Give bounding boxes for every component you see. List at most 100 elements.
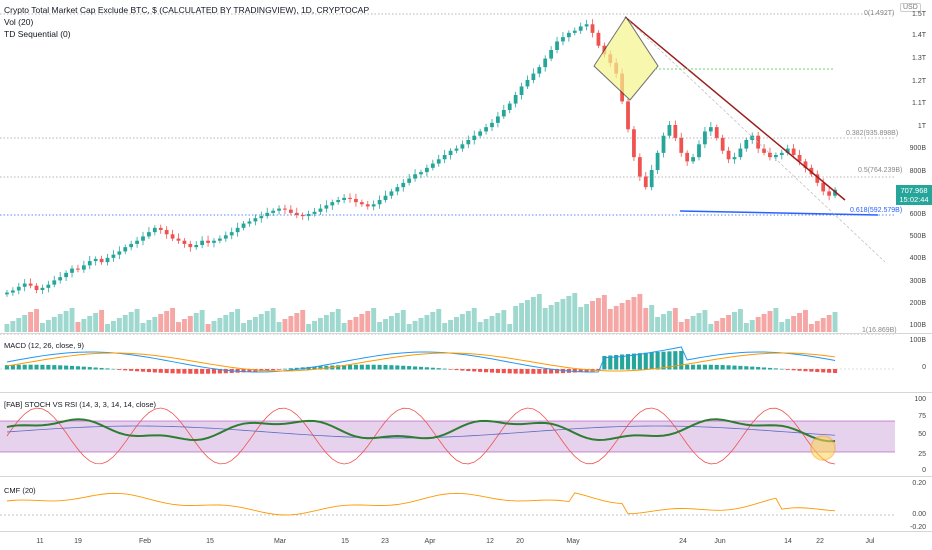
pane-separator[interactable] (0, 476, 932, 477)
volume-bar (672, 308, 678, 332)
macd-histogram-bar (649, 352, 654, 370)
macd-histogram-bar (75, 366, 81, 370)
candle-body (478, 131, 483, 136)
volume-bar (229, 312, 235, 332)
volume-bar (803, 310, 808, 332)
macd-histogram-bar (383, 365, 388, 370)
volume-bar (22, 315, 28, 332)
volume-bar (199, 310, 205, 332)
volume-bar (755, 317, 761, 332)
candle-body (519, 86, 524, 95)
macd-histogram-bar (205, 369, 211, 374)
candle-body (436, 159, 441, 164)
macd-histogram-bar (466, 369, 471, 372)
macd-histogram-bar (738, 365, 743, 370)
stoch-rsi-label[interactable]: [FAB] STOCH VS RSI (14, 3, 3, 14, 14, cl… (4, 400, 157, 409)
candle-body (685, 152, 690, 162)
volume-bar (258, 314, 264, 332)
volume-bar (63, 311, 69, 332)
candle-body (821, 182, 826, 192)
last-price-tag: 707.968 15:02:44 (896, 185, 932, 205)
candle-body (643, 176, 648, 188)
candle-body (827, 191, 832, 196)
macd-histogram-bar (483, 369, 489, 373)
time-axis-label: 23 (381, 538, 389, 545)
macd-histogram-bar (265, 369, 270, 371)
volume-bar (306, 324, 312, 332)
macd-histogram-bar (827, 369, 832, 373)
time-axis-label: 12 (486, 538, 494, 545)
candle-body (359, 202, 364, 205)
cmf-label[interactable]: CMF (20) (4, 486, 36, 495)
candle-body (667, 125, 672, 136)
volume-bar (820, 318, 826, 332)
volume-bar (93, 313, 99, 332)
volume-bar (826, 315, 832, 332)
currency-button[interactable]: USD (900, 3, 921, 12)
macd-histogram-bar (22, 364, 27, 370)
candle-body (10, 290, 15, 293)
volume-bar (128, 312, 134, 332)
macd-histogram-bar (46, 364, 51, 370)
macd-histogram-bar (407, 366, 412, 370)
macd-histogram-bar (696, 364, 702, 370)
candle-body (111, 254, 116, 258)
pane-separator[interactable] (0, 333, 932, 334)
candle-body (395, 187, 400, 192)
volume-bar (371, 308, 377, 332)
macd-histogram-bar (596, 369, 601, 371)
volume-bar (661, 314, 666, 332)
volume-bar (767, 311, 773, 332)
candle-body (93, 258, 98, 262)
macd-histogram-bar (188, 369, 193, 374)
candle-body (152, 227, 157, 233)
time-axis-label: 22 (816, 538, 824, 545)
volume-bar (365, 311, 371, 332)
price-axis-label: 500B (909, 233, 926, 240)
macd-histogram-bar (129, 369, 134, 371)
volume-bar (797, 313, 803, 332)
macd-histogram-bar (347, 364, 353, 370)
candle-body (496, 116, 500, 123)
macd-histogram-bar (40, 364, 45, 370)
volume-bar (247, 320, 252, 332)
candle-body (247, 221, 252, 224)
td-sequential-legend[interactable]: TD Sequential (0) (4, 29, 71, 39)
macd-histogram-bar (81, 366, 86, 370)
candle-body (401, 182, 406, 188)
candle-body (164, 230, 169, 235)
macd-histogram-bar (631, 353, 637, 370)
symbol-legend[interactable]: Crypto Total Market Cap Exclude BTC, $ (… (4, 5, 370, 15)
macd-histogram-bar (543, 369, 548, 374)
volume-bar (595, 298, 601, 332)
volume-legend[interactable]: Vol (20) (4, 17, 34, 27)
macd-histogram-bar (318, 366, 323, 370)
volume-bar (749, 320, 755, 332)
candle-body (105, 257, 110, 263)
macd-histogram-bar (10, 364, 15, 370)
time-axis-label: Feb (138, 538, 152, 545)
candle-body (833, 189, 837, 196)
macd-histogram-bar (549, 369, 554, 374)
time-axis-label: Jun (714, 538, 726, 545)
candle-body (555, 41, 559, 50)
candle-body (413, 174, 417, 179)
pane-separator[interactable] (0, 392, 932, 393)
volume-bar (507, 324, 513, 332)
candle-body (596, 32, 601, 46)
candle-body (223, 235, 228, 239)
volume-bar (69, 308, 75, 332)
macd-label[interactable]: MACD (12, 26, close, 9) (4, 341, 85, 350)
volume-bar (471, 308, 477, 332)
candle-body (16, 286, 21, 291)
volume-bar (181, 319, 187, 332)
stoch-k-line (6, 407, 836, 465)
candle-body (354, 198, 358, 203)
volume-bar (270, 308, 276, 332)
pane-separator[interactable] (0, 531, 932, 532)
stoch-axis-50: 50 (918, 431, 926, 438)
macd-histogram-bar (537, 369, 542, 374)
volume-bar (45, 320, 51, 332)
